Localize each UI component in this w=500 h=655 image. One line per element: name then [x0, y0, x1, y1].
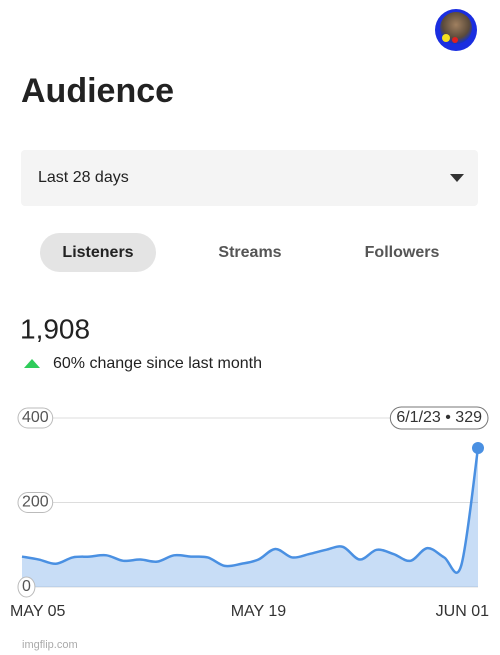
tooltip-pill	[389, 406, 489, 430]
x-tick-label: MAY 19	[231, 603, 287, 620]
y-tick: 0	[17, 576, 36, 598]
x-tick-label: MAY 05	[10, 603, 66, 620]
area-fill	[22, 447, 478, 587]
tab-label: Streams	[218, 244, 281, 261]
tooltip-label: 6/1/23 • 329	[396, 409, 482, 426]
tab[interactable]: Listeners	[40, 233, 156, 272]
y-tick: 200	[17, 492, 54, 513]
x-tick-label: JUN 01	[436, 603, 489, 620]
y-tick-pill	[17, 407, 54, 429]
tab[interactable]: Streams	[218, 244, 281, 261]
y-tick-label: 400	[22, 409, 49, 426]
dropdown-label: Last 28 days	[38, 169, 129, 186]
page-title: Audience	[21, 72, 174, 110]
watermark: imgflip.com	[22, 639, 78, 651]
area-line	[21, 447, 480, 574]
y-tick-label: 200	[22, 494, 49, 511]
tab[interactable]: Followers	[365, 244, 440, 261]
up-arrow	[24, 359, 40, 368]
end-point	[472, 441, 484, 454]
avatar[interactable]	[435, 9, 477, 51]
total-value: 1,908	[20, 313, 90, 344]
tooltip: 6/1/23 • 329	[389, 406, 489, 430]
y-tick-pill	[17, 576, 36, 598]
change-text: 60% change since last month	[53, 355, 262, 372]
tab-label: Followers	[365, 244, 440, 261]
y-tick: 400	[17, 407, 54, 429]
tab-label: Listeners	[62, 244, 133, 261]
date-dropdown[interactable]: Last 28 days	[21, 150, 478, 206]
y-tick-label: 0	[22, 578, 31, 595]
y-tick-pill	[17, 492, 54, 513]
